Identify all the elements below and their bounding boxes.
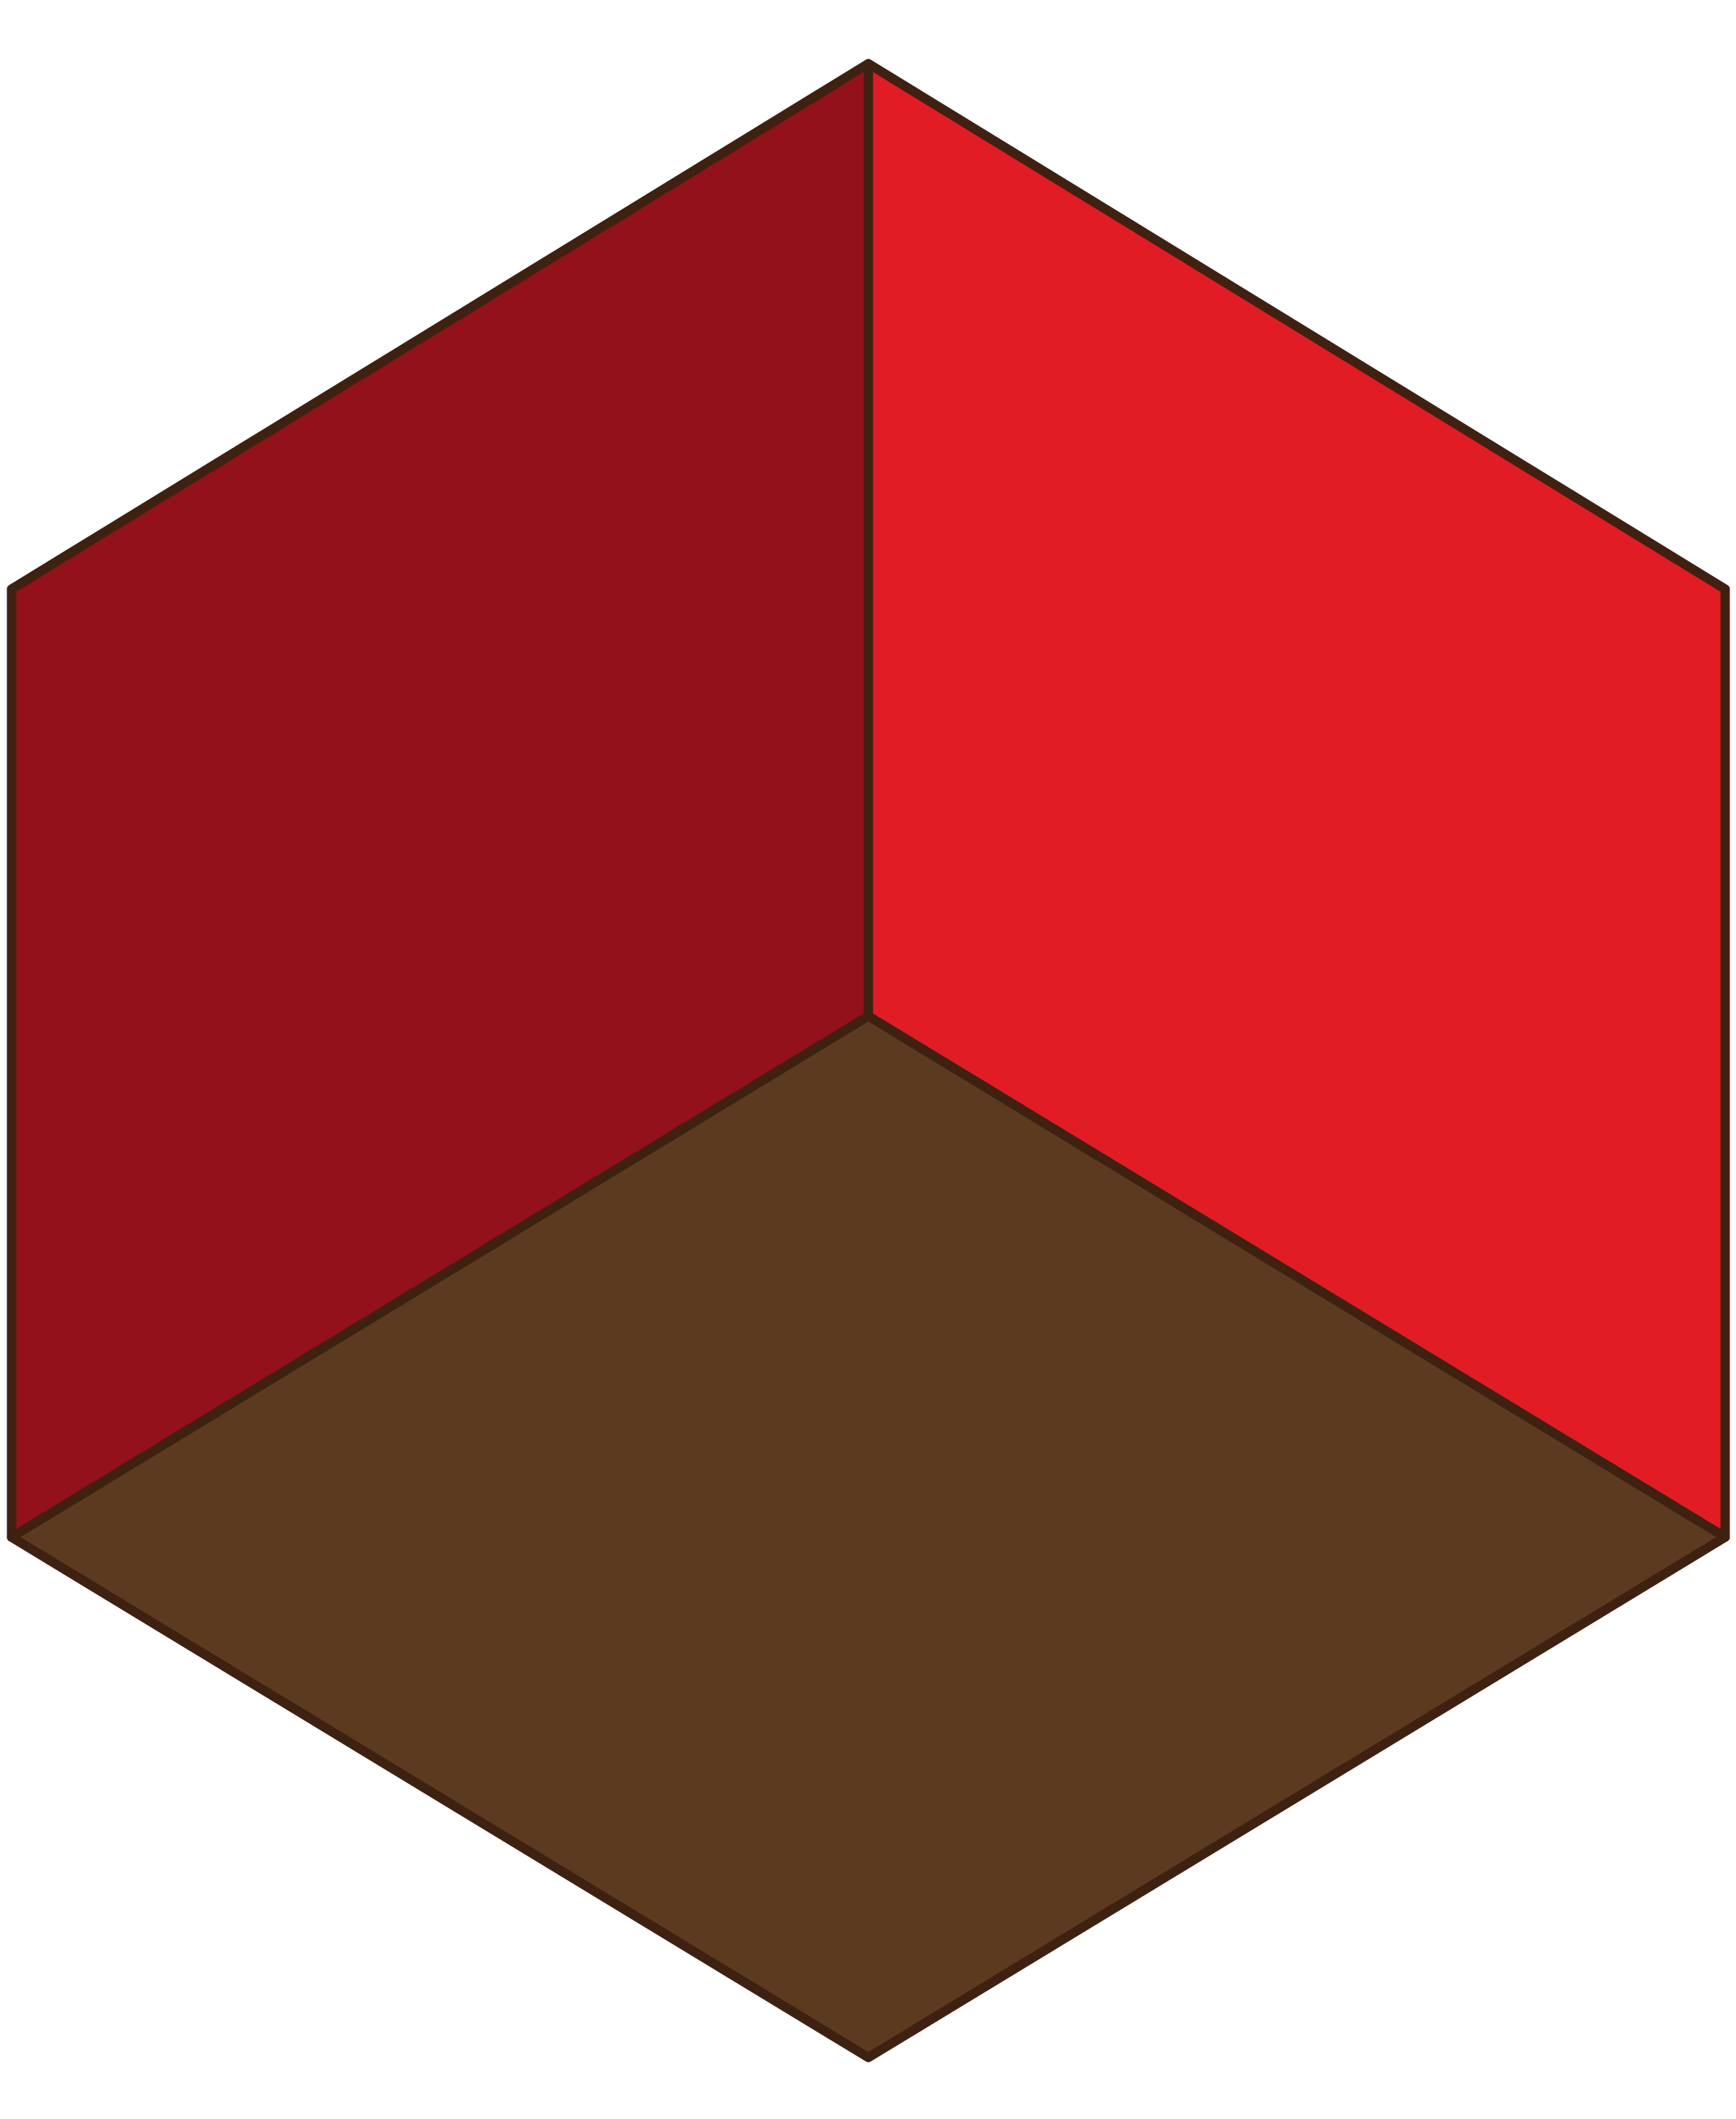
left-wall-face bbox=[12, 64, 868, 1537]
cube-outline bbox=[7, 59, 1730, 2063]
right-wall-face bbox=[868, 64, 1725, 1537]
right-floor-edge bbox=[863, 1011, 1730, 1542]
hexagon-outline bbox=[7, 59, 1730, 2063]
left-floor-edge bbox=[7, 1011, 873, 1542]
